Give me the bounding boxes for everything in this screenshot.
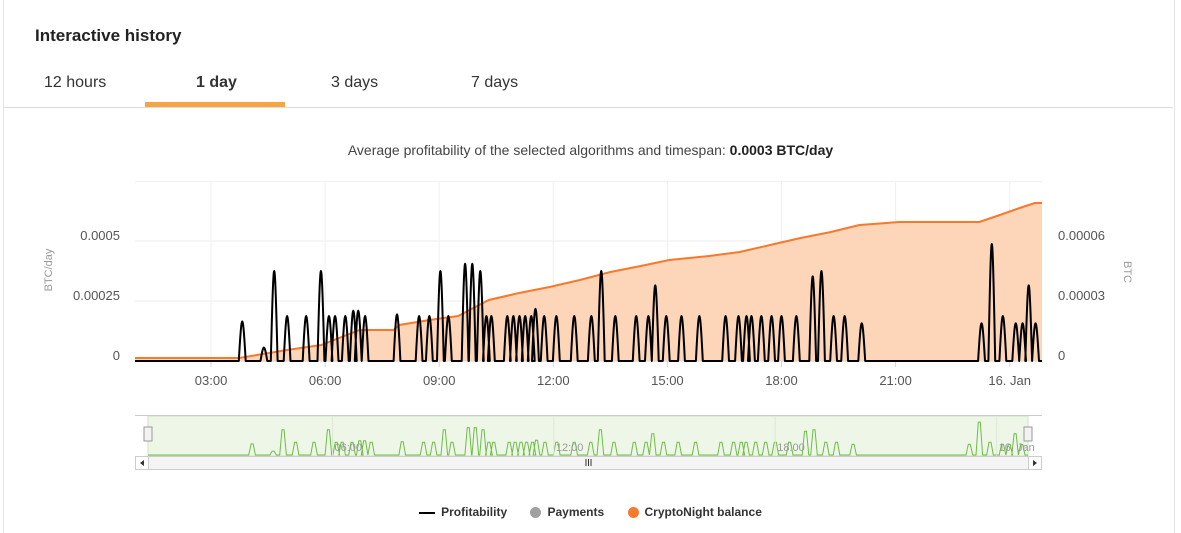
x-tick-label: 21:00 [879,373,912,388]
arrow-right-icon [1033,460,1037,466]
legend-payments[interactable]: Payments [530,505,604,519]
navigator-tick-label: 06:00 [334,442,362,454]
legend-label: Profitability [441,505,508,519]
legend-balance[interactable]: CryptoNight balance [627,505,762,519]
x-tick-label: 12:00 [537,373,570,388]
circle-icon [530,507,542,519]
arrow-left-icon [140,460,144,466]
subtitle-value: 0.0003 BTC/day [729,142,834,158]
tab-7-days[interactable]: 7 days [471,74,519,91]
balance-line [135,202,1042,359]
card [3,0,1175,533]
line-icon [419,511,436,514]
x-tick-label: 18:00 [765,373,798,388]
navigator-tick-label: 18:00 [777,442,805,454]
navigator-left-handle[interactable] [143,426,153,442]
tab-3-days[interactable]: 3 days [331,74,379,91]
x-tick-label: 06:00 [309,373,342,388]
panel-title: Interactive history [35,26,182,45]
subtitle-text: Average profitability of the selected al… [347,142,726,158]
active-tab-indicator [145,102,285,107]
y-right-tick: 0.00003 [1058,288,1105,303]
y-left-tick: 0 [113,348,120,363]
navigator-right-handle[interactable] [1023,426,1033,442]
x-tick-label: 16. Jan [988,373,1031,388]
navigator-line [148,421,1028,456]
legend-profitability[interactable]: Profitability [419,505,507,519]
tab-1-day[interactable]: 1 day [196,74,237,91]
circle-icon [627,507,639,519]
y-left-label: BTC/day [43,248,55,291]
navigator[interactable]: 06:00 12:00 18:00 16. Jan [135,415,1042,457]
y-right-label: BTC [1121,261,1133,283]
legend-label: CryptoNight balance [644,505,762,519]
legend: Profitability Payments CryptoNight balan… [0,505,1181,519]
scroll-grip-icon[interactable] [585,459,592,466]
tab-12-hours[interactable]: 12 hours [44,74,107,91]
divider [4,107,1173,108]
x-tick-label: 15:00 [651,373,684,388]
navigator-tick-label: 16. Jan [999,442,1035,454]
navigator-tick-label: 12:00 [556,442,584,454]
y-left-tick: 0.0005 [80,228,120,243]
y-right-tick: 0.00006 [1058,228,1105,243]
profitability-line [135,243,1042,362]
legend-label: Payments [547,505,605,519]
y-right-tick: 0 [1058,348,1065,363]
average-profitability: Average profitability of the selected al… [0,142,1181,158]
x-tick-label: 09:00 [423,373,456,388]
x-tick-label: 03:00 [195,373,228,388]
y-left-tick: 0.00025 [73,288,120,303]
scrollbar[interactable] [135,456,1042,470]
